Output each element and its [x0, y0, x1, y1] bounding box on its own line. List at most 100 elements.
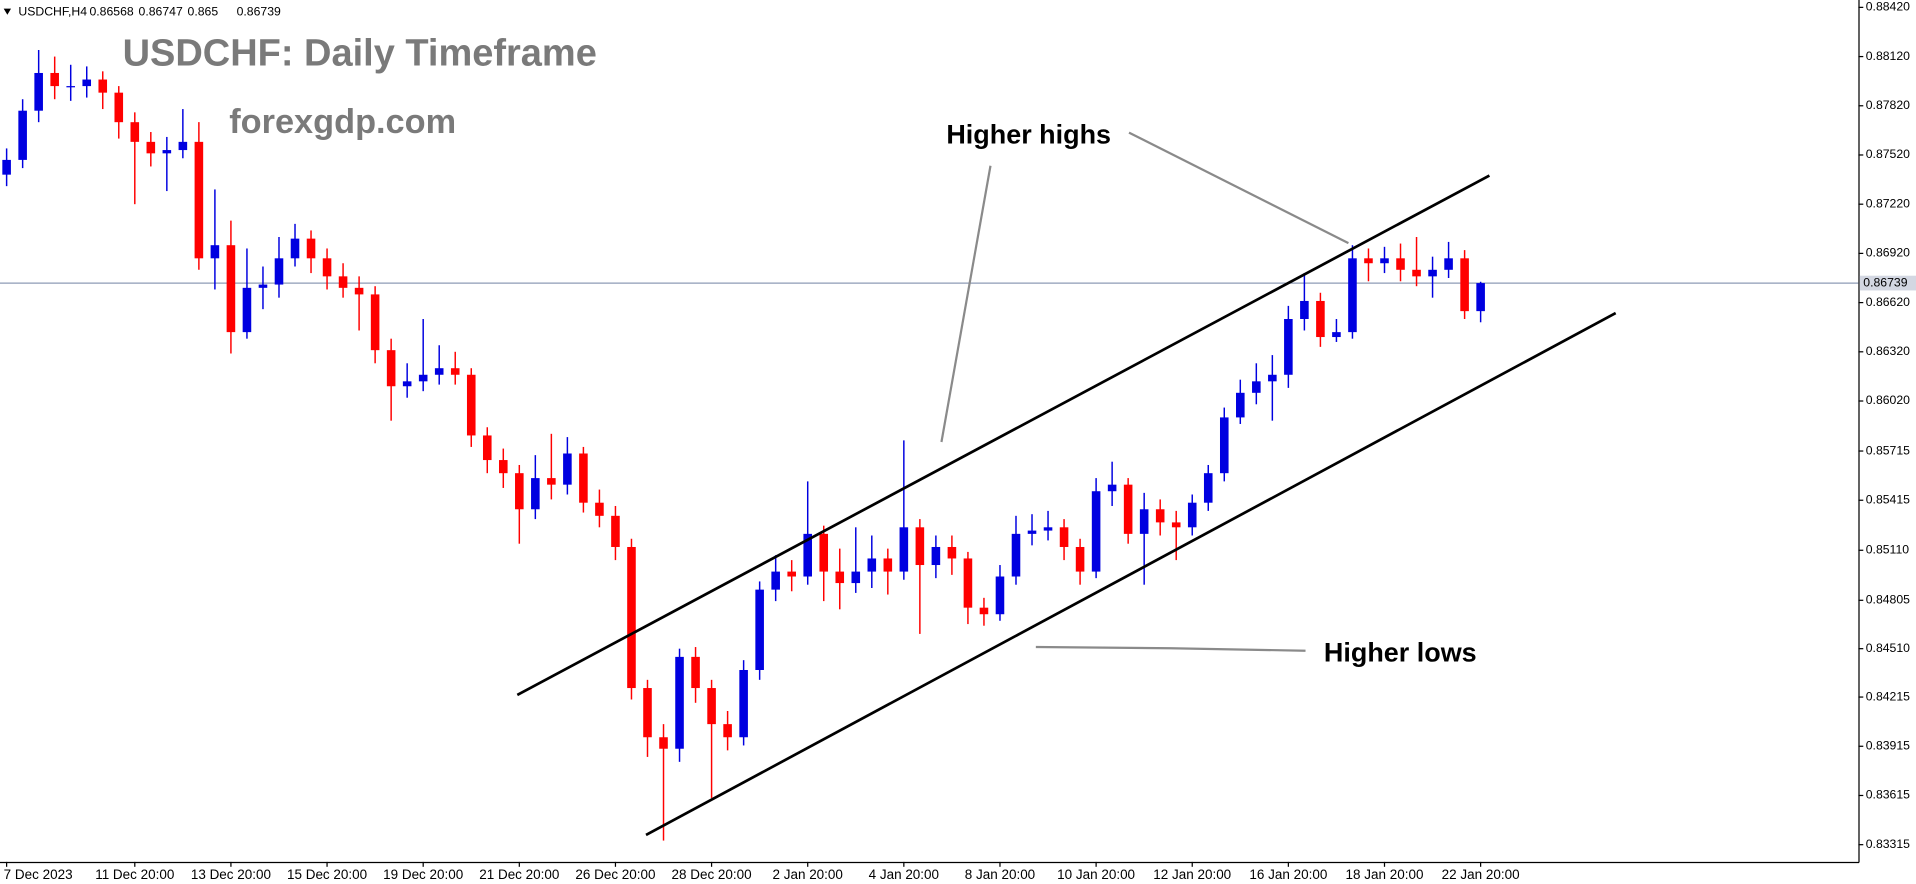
candle-body: [819, 533, 829, 572]
candle-body: [1396, 258, 1405, 270]
ohlc-open: 0.86568: [89, 5, 133, 19]
candle-body: [1412, 269, 1421, 277]
x-tick-label: 16 Jan 20:00: [1249, 867, 1327, 882]
candle-body: [643, 688, 652, 738]
x-tick-label: 12 Jan 20:00: [1153, 867, 1231, 882]
x-tick-label: 4 Jan 20:00: [869, 867, 939, 882]
candle-body: [579, 453, 588, 503]
x-tick-label: 21 Dec 20:00: [479, 867, 559, 882]
x-tick-label: 2 Jan 20:00: [772, 867, 842, 882]
y-tick-label: 0.85715: [1866, 443, 1910, 457]
candle-body: [771, 571, 780, 590]
candle-body: [1300, 300, 1309, 320]
candle-body: [178, 141, 188, 151]
candle-body: [1155, 509, 1165, 523]
candle-body: [1075, 546, 1085, 572]
y-tick-label: 0.84510: [1866, 641, 1910, 655]
candle-body: [354, 287, 364, 295]
candle-body: [450, 368, 460, 375]
candle-body: [1476, 283, 1485, 312]
candle-body: [659, 737, 668, 749]
candle-body: [947, 546, 957, 559]
y-tick-label: 0.88120: [1866, 49, 1910, 63]
candle-body: [1123, 484, 1133, 534]
price-label-box: [1859, 275, 1916, 291]
pointer-line: [1035, 645, 1306, 652]
candle-body: [883, 558, 893, 572]
candle-body: [755, 589, 764, 670]
candle-body: [66, 86, 75, 88]
pointer-line: [940, 165, 992, 443]
candle-body: [418, 374, 428, 382]
y-tick-label: 0.85415: [1866, 492, 1910, 506]
x-tick-label: 11 Dec 20:00: [95, 867, 174, 882]
candle-body: [162, 150, 172, 154]
candle-body: [1444, 258, 1453, 270]
candle-body: [1219, 417, 1229, 474]
candle-body: [194, 141, 204, 259]
pointer-line: [1128, 131, 1349, 245]
candle-body: [547, 478, 556, 485]
annotation: Higher lows: [1324, 638, 1477, 668]
price-label: 0.86739: [1863, 275, 1907, 289]
candle-body: [803, 533, 813, 577]
candle-body: [1428, 269, 1437, 277]
y-tick-label: 0.84805: [1866, 593, 1910, 607]
y-tick-label: 0.83315: [1866, 837, 1910, 851]
candle-body: [18, 110, 27, 160]
candle-body: [867, 558, 877, 572]
candle-body: [1364, 258, 1373, 264]
candle-body: [370, 294, 380, 351]
candle-body: [835, 571, 845, 584]
candle-body: [258, 284, 268, 288]
candle-body: [1027, 530, 1037, 534]
x-tick-label: 22 Jan 20:00: [1442, 867, 1520, 882]
candle-body: [963, 558, 973, 608]
candle-body: [675, 656, 684, 749]
candle-body: [1203, 473, 1213, 503]
candle-body: [515, 473, 524, 510]
y-tick-label: 0.86020: [1866, 393, 1910, 407]
candle-body: [1332, 332, 1341, 338]
y-tick-label: 0.86620: [1866, 295, 1910, 309]
plot-area: [0, 50, 1859, 841]
y-tick-label: 0.87820: [1866, 98, 1910, 112]
chart-subtitle: forexgdp.com: [229, 103, 456, 141]
candle-body: [931, 546, 941, 566]
candle-body: [1348, 258, 1357, 333]
candle-body: [531, 478, 540, 510]
y-tick-label: 0.87520: [1866, 147, 1910, 161]
channel-lower-line: [645, 311, 1617, 837]
candle-body: [466, 374, 476, 436]
candle-body: [1139, 509, 1149, 534]
candle-body: [386, 350, 396, 387]
candle-body: [434, 368, 444, 375]
y-tick-label: 0.85110: [1866, 542, 1910, 556]
candle-body: [915, 527, 925, 566]
candle-body: [1460, 258, 1469, 312]
y-tick-label: 0.88420: [1866, 0, 1910, 14]
candle-body: [723, 724, 732, 738]
candle-body: [899, 527, 909, 572]
candle-body: [322, 258, 332, 277]
candle-body: [1252, 381, 1261, 393]
candle-body: [1284, 319, 1293, 375]
candle-body: [979, 607, 989, 615]
y-tick-label: 0.87220: [1866, 196, 1910, 210]
candle-body: [1059, 527, 1069, 547]
x-tick-label: 28 Dec 20:00: [672, 867, 752, 882]
candle-body: [402, 381, 412, 387]
candle-body: [1268, 374, 1277, 382]
candle-body: [274, 258, 284, 285]
x-tick-label: 8 Jan 20:00: [965, 867, 1035, 882]
candle-body: [146, 141, 156, 154]
ohlc-close: 0.86739: [237, 5, 281, 19]
candle-body: [1043, 527, 1053, 531]
candle-body: [2, 159, 11, 175]
x-tick-label: 19 Dec 20:00: [383, 867, 463, 882]
candle-body: [499, 460, 508, 474]
x-tick-label: 18 Jan 20:00: [1346, 867, 1424, 882]
candle-body: [995, 576, 1005, 615]
